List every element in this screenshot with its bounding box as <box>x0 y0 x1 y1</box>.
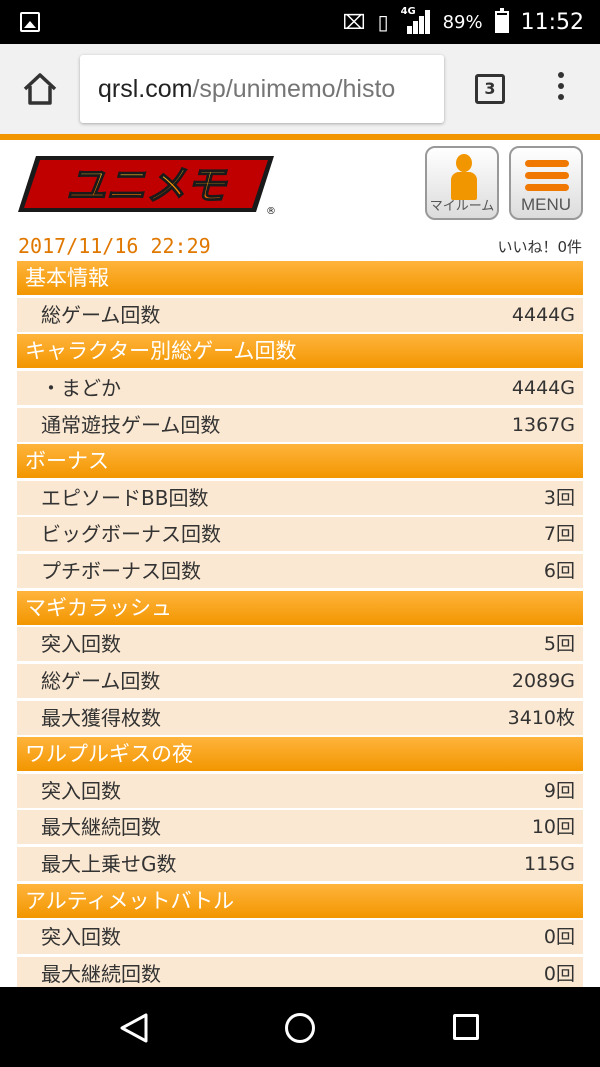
section-header: ワルプルギスの夜 <box>17 737 583 772</box>
stat-label: 最大継続回数 <box>41 961 161 986</box>
stat-row: 突入回数 9回 <box>17 773 583 808</box>
stat-row: 最大獲得枚数 3410枚 <box>17 700 583 735</box>
stat-label: 最大上乗せG数 <box>41 852 177 876</box>
section-header: 基本情報 <box>17 261 583 295</box>
stat-value: 4444G <box>511 303 575 326</box>
stat-row: エピソードBB回数 3回 <box>17 480 583 515</box>
tab-switcher-button[interactable]: 3 <box>475 74 505 104</box>
section-header: アルティメットバトル <box>17 883 583 918</box>
stat-value: 6回 <box>543 560 575 582</box>
section-header: キャラクター別総ゲーム回数 <box>17 334 583 369</box>
menu-button[interactable]: MENU <box>509 146 583 220</box>
stat-value: 10回 <box>531 816 575 839</box>
url-path: /sp/unimemo/histo <box>192 75 396 103</box>
likes-count[interactable]: いいね！0件 <box>497 238 582 256</box>
stat-row: 最大継続回数 10回 <box>17 810 583 845</box>
signal-icon: 4G <box>401 6 431 34</box>
stat-row: 総ゲーム回数 2089G <box>17 663 583 698</box>
logo-text: ユニメモ <box>66 163 228 209</box>
stat-label: 通常遊技ゲーム回数 <box>41 412 221 437</box>
home-nav-icon[interactable] <box>285 1013 315 1043</box>
stat-row: ・まどか 4444G <box>17 370 583 405</box>
back-icon[interactable] <box>120 1013 148 1043</box>
status-icons: ⌧ ▯ 4G 89% 11:52 <box>342 6 584 36</box>
accent-divider <box>0 134 600 140</box>
status-bar: ⌧ ▯ 4G 89% 11:52 <box>0 0 600 44</box>
browser-toolbar: qrsl.com/sp/unimemo/histo 3 <box>0 44 600 134</box>
stat-value: 0回 <box>543 962 575 985</box>
stat-row: プチボーナス回数 6回 <box>17 554 583 588</box>
network-type: 4G <box>400 6 416 17</box>
clock: 11:52 <box>520 9 584 35</box>
stat-row: 通常遊技ゲーム回数 1367G <box>17 407 583 442</box>
svg-text:®: ® <box>266 206 276 216</box>
stat-value: 9回 <box>543 779 575 802</box>
stat-value: 3410枚 <box>507 706 575 729</box>
stat-label: 突入回数 <box>41 778 121 803</box>
url-bar[interactable]: qrsl.com/sp/unimemo/histo <box>80 55 444 123</box>
stat-label: 総ゲーム回数 <box>41 668 161 693</box>
myroom-button[interactable]: マイルーム <box>425 146 499 220</box>
stat-value: 0回 <box>543 926 575 949</box>
stat-label: プチボーナス回数 <box>41 559 201 583</box>
battery-icon <box>494 8 509 33</box>
person-icon <box>451 154 477 200</box>
stat-row: ビッグボーナス回数 7回 <box>17 517 583 552</box>
section-header: マギカラッシュ <box>17 590 583 625</box>
stat-value: 115G <box>524 853 575 875</box>
stats-list: 基本情報総ゲーム回数 4444G キャラクター別総ゲーム回数・まどか 4444G 通常遊… <box>17 261 583 994</box>
section-header: ボーナス <box>17 444 583 479</box>
system-nav-bar <box>0 987 600 1067</box>
stat-row: 突入回数 0回 <box>17 920 583 955</box>
stat-label: 突入回数 <box>41 925 121 950</box>
stat-row: 最大継続回数 0回 <box>17 956 583 991</box>
no-sim-icon: ⌧ <box>342 10 366 34</box>
stat-value: 1367G <box>511 413 575 436</box>
hamburger-icon <box>525 160 569 196</box>
home-icon[interactable] <box>22 72 58 106</box>
post-meta: 2017/11/16 22:29 いいね！0件 <box>0 232 600 260</box>
stat-value: 4444G <box>511 376 575 399</box>
unimemo-logo[interactable]: ユニメモ ® <box>16 154 276 216</box>
image-icon <box>20 12 40 32</box>
vibrate-icon: ▯ <box>377 10 389 34</box>
stat-label: 最大継続回数 <box>41 815 161 840</box>
site-header: ユニメモ ® マイルーム MENU <box>0 140 600 232</box>
stat-label: ・まどか <box>41 375 121 400</box>
url-host: qrsl.com <box>98 75 193 103</box>
post-datetime: 2017/11/16 22:29 <box>18 234 211 258</box>
stat-label: ビッグボーナス回数 <box>41 522 221 547</box>
stat-row: 総ゲーム回数 4444G <box>17 297 583 332</box>
overflow-menu-icon[interactable] <box>555 72 567 106</box>
stat-value: 5回 <box>543 633 575 656</box>
stat-row: 突入回数 5回 <box>17 627 583 662</box>
stat-label: 総ゲーム回数 <box>41 302 161 327</box>
myroom-label: マイルーム <box>429 199 495 214</box>
menu-label: MENU <box>520 195 572 214</box>
stat-label: エピソードBB回数 <box>41 485 209 510</box>
stat-label: 突入回数 <box>41 632 121 657</box>
stat-value: 7回 <box>543 523 575 546</box>
stat-label: 最大獲得枚数 <box>41 705 161 730</box>
stat-value: 2089G <box>511 669 575 692</box>
stat-value: 3回 <box>543 486 575 509</box>
battery-percent: 89% <box>442 11 483 33</box>
stat-row: 最大上乗せG数 115G <box>17 847 583 881</box>
recents-icon[interactable] <box>453 1014 479 1040</box>
